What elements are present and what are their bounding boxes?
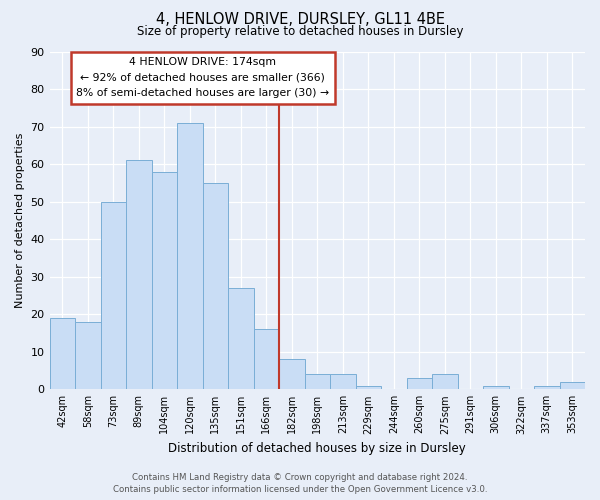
Text: Contains HM Land Registry data © Crown copyright and database right 2024.
Contai: Contains HM Land Registry data © Crown c…: [113, 472, 487, 494]
Bar: [50, 318, 75, 390]
Bar: [330, 374, 356, 390]
Bar: [407, 378, 432, 390]
Bar: [356, 386, 381, 390]
Bar: [152, 172, 177, 390]
Text: 4 HENLOW DRIVE: 174sqm
← 92% of detached houses are smaller (366)
8% of semi-det: 4 HENLOW DRIVE: 174sqm ← 92% of detached…: [76, 57, 329, 98]
X-axis label: Distribution of detached houses by size in Dursley: Distribution of detached houses by size …: [169, 442, 466, 455]
Text: 4, HENLOW DRIVE, DURSLEY, GL11 4BE: 4, HENLOW DRIVE, DURSLEY, GL11 4BE: [155, 12, 445, 28]
Bar: [305, 374, 330, 390]
Bar: [560, 382, 585, 390]
Bar: [203, 183, 228, 390]
Y-axis label: Number of detached properties: Number of detached properties: [15, 132, 25, 308]
Bar: [254, 330, 279, 390]
Bar: [279, 360, 305, 390]
Bar: [101, 202, 126, 390]
Bar: [126, 160, 152, 390]
Bar: [228, 288, 254, 390]
Text: Size of property relative to detached houses in Dursley: Size of property relative to detached ho…: [137, 25, 463, 38]
Bar: [177, 123, 203, 390]
Bar: [432, 374, 458, 390]
Bar: [75, 322, 101, 390]
Bar: [483, 386, 509, 390]
Bar: [534, 386, 560, 390]
